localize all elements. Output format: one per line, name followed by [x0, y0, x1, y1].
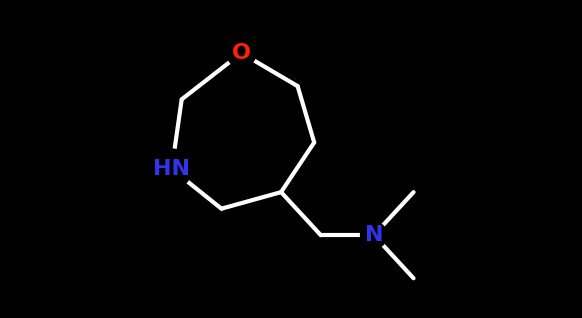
Text: N: N [364, 225, 383, 245]
Circle shape [361, 222, 387, 248]
Text: HN: HN [153, 159, 190, 179]
Text: O: O [232, 43, 251, 63]
Circle shape [227, 38, 256, 68]
Circle shape [152, 149, 191, 189]
